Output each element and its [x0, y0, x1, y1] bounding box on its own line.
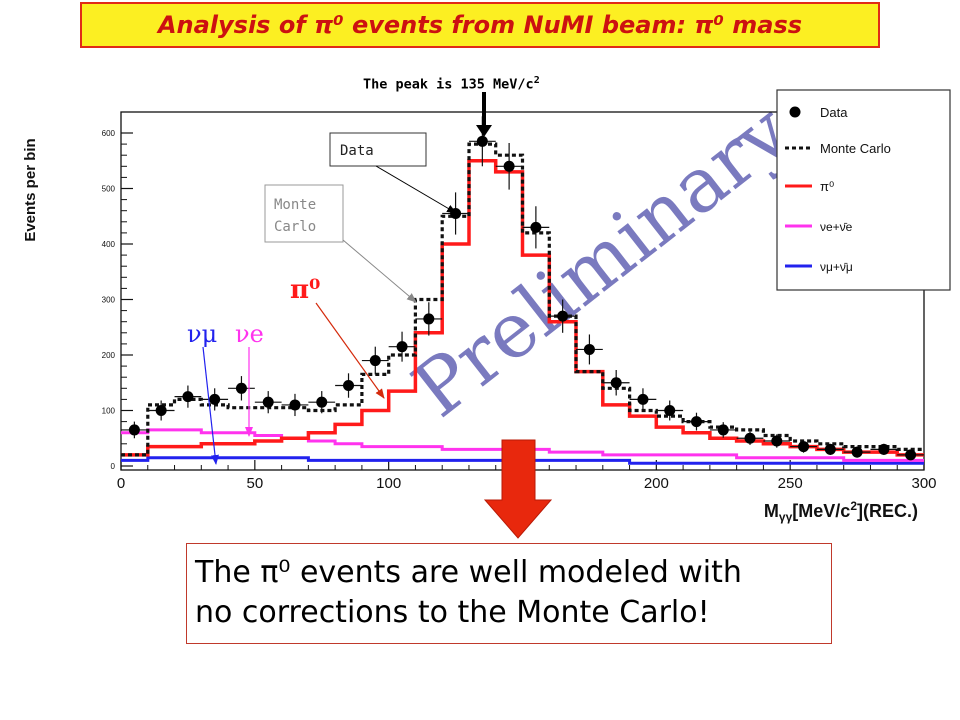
- y-tick-label: 600: [102, 129, 116, 138]
- data-point: [629, 388, 657, 411]
- y-axis-label: Events per bin: [22, 138, 39, 241]
- legend-numu-label: νμ+ν̄μ: [820, 260, 853, 274]
- y-tick-label: 500: [102, 185, 116, 194]
- data-point: [254, 391, 282, 414]
- data-point: [576, 334, 603, 365]
- pi0-pointer: [315, 302, 385, 399]
- data-point: [281, 393, 309, 417]
- peak-annotation-text: The peak is 135 MeV/c: [363, 76, 534, 93]
- data-point: [415, 302, 443, 336]
- data-point: [147, 400, 175, 421]
- nue-annotation: νe: [235, 320, 264, 348]
- conclusion-box: The π⁰ events are well modeled with no c…: [186, 543, 832, 644]
- data-point: [388, 331, 416, 362]
- mc-callout-box: [264, 184, 344, 243]
- mc-callout-line2: Carlo: [274, 219, 316, 235]
- x-axis-label-sub: γγ: [779, 510, 793, 524]
- mc-callout-text: Monte Carlo: [274, 197, 316, 235]
- legend: Data Monte Carlo π⁰ νe+ν̄e νμ+ν̄μ: [776, 89, 951, 291]
- numu-annotation: νμ: [187, 320, 217, 348]
- nue-histogram: [121, 428, 924, 462]
- data-point: [442, 192, 469, 235]
- data-point: [201, 388, 229, 411]
- data-point: [683, 412, 710, 431]
- data-point: [897, 449, 924, 461]
- data-point: [709, 422, 737, 438]
- slide-title-text: Analysis of π⁰ events from NuMI beam: π⁰…: [157, 11, 803, 39]
- data-point: [790, 440, 817, 453]
- x-tick-label: 250: [778, 475, 803, 492]
- legend-data-label: Data: [820, 105, 848, 120]
- y-tick-label: 200: [102, 351, 116, 360]
- y-axis: 0 100 200 300 400 500 600: [102, 129, 133, 471]
- data-point: [870, 443, 898, 455]
- y-tick-label: 100: [102, 407, 116, 416]
- down-arrow: [483, 439, 553, 539]
- data-point: [174, 385, 202, 408]
- data-point: [549, 299, 577, 333]
- x-tick-label: 0: [117, 475, 125, 492]
- mc-callout-pointer: [342, 239, 417, 303]
- y-tick-label: 400: [102, 240, 116, 249]
- x-tick-label: 50: [246, 475, 263, 492]
- data-points: [121, 116, 924, 461]
- x-axis-label-main: M: [764, 501, 779, 521]
- slide-title: Analysis of π⁰ events from NuMI beam: π⁰…: [80, 2, 880, 48]
- x-axis-label-end: ](REC.): [857, 501, 918, 521]
- data-callout-box: [329, 132, 427, 167]
- data-point: [121, 421, 148, 439]
- numu-pointer: [202, 346, 219, 465]
- data-point: [495, 142, 523, 190]
- data-point: [656, 400, 684, 421]
- x-axis-label: Mγγ[MeV/c2](REC.): [764, 499, 918, 524]
- data-point: [308, 391, 336, 414]
- peak-arrow: [476, 92, 492, 137]
- y-tick-label: 300: [102, 296, 116, 305]
- x-tick-label: 300: [911, 475, 936, 492]
- peak-annotation: The peak is 135 MeV/c2: [363, 75, 540, 93]
- x-tick-label: 200: [644, 475, 669, 492]
- peak-annotation-sup: 2: [533, 75, 540, 86]
- legend-mc-label: Monte Carlo: [820, 141, 891, 156]
- data-point: [736, 431, 764, 445]
- legend-nue-label: νe+ν̄e: [820, 220, 853, 234]
- data-point: [763, 434, 791, 448]
- data-point: [843, 446, 871, 458]
- conclusion-line-2: no corrections to the Monte Carlo!: [195, 595, 710, 630]
- conclusion-line-1: The π⁰ events are well modeled with: [195, 555, 742, 590]
- pi0-annotation: π⁰: [290, 275, 320, 305]
- data-point: [361, 346, 389, 375]
- data-point: [335, 373, 362, 398]
- x-axis-label-sup: 2: [850, 499, 857, 513]
- legend-data-marker: [789, 106, 801, 118]
- monte-carlo-histogram: [121, 142, 924, 457]
- data-point: [522, 206, 550, 249]
- mc-callout-line1: Monte: [274, 197, 316, 213]
- data-point: [228, 376, 255, 401]
- x-axis-label-units: [MeV/c: [792, 501, 850, 521]
- data-point: [602, 369, 630, 396]
- legend-box: [776, 89, 951, 291]
- data-point: [816, 443, 844, 455]
- legend-pi0-label: π⁰: [820, 179, 834, 194]
- x-tick-label: 100: [376, 475, 401, 492]
- y-tick-label: 0: [111, 462, 116, 471]
- data-callout-pointer: [375, 165, 457, 214]
- data-callout-text: Data: [340, 143, 374, 159]
